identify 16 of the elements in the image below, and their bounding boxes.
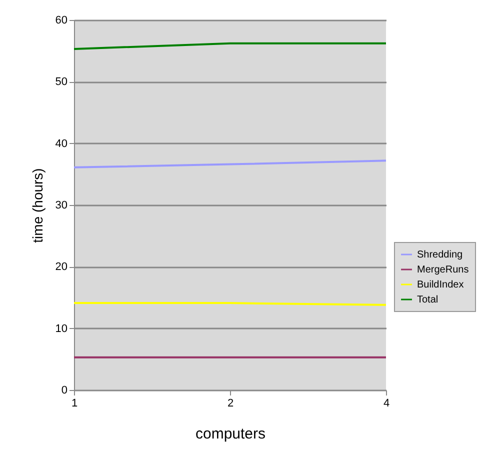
y-tick-label: 50 xyxy=(55,76,68,88)
y-tick-label: 60 xyxy=(55,14,68,26)
legend-label: Total xyxy=(417,294,438,306)
x-tick-label: 2 xyxy=(227,398,234,410)
y-tick-label: 0 xyxy=(61,384,68,396)
x-axis-title: computers xyxy=(195,426,266,442)
x-tick-label: 4 xyxy=(383,398,390,410)
y-tick-label: 30 xyxy=(55,200,68,212)
x-tick-label: 1 xyxy=(71,398,78,410)
legend-label: MergeRuns xyxy=(417,264,469,276)
legend-label: BuildIndex xyxy=(417,280,464,290)
y-tick-label: 20 xyxy=(55,261,68,274)
y-tick-label: 10 xyxy=(55,322,68,335)
y-tick-label: 40 xyxy=(55,138,68,150)
y-axis-title: time (hours) xyxy=(29,168,46,243)
legend-label: Shredding xyxy=(417,250,463,260)
